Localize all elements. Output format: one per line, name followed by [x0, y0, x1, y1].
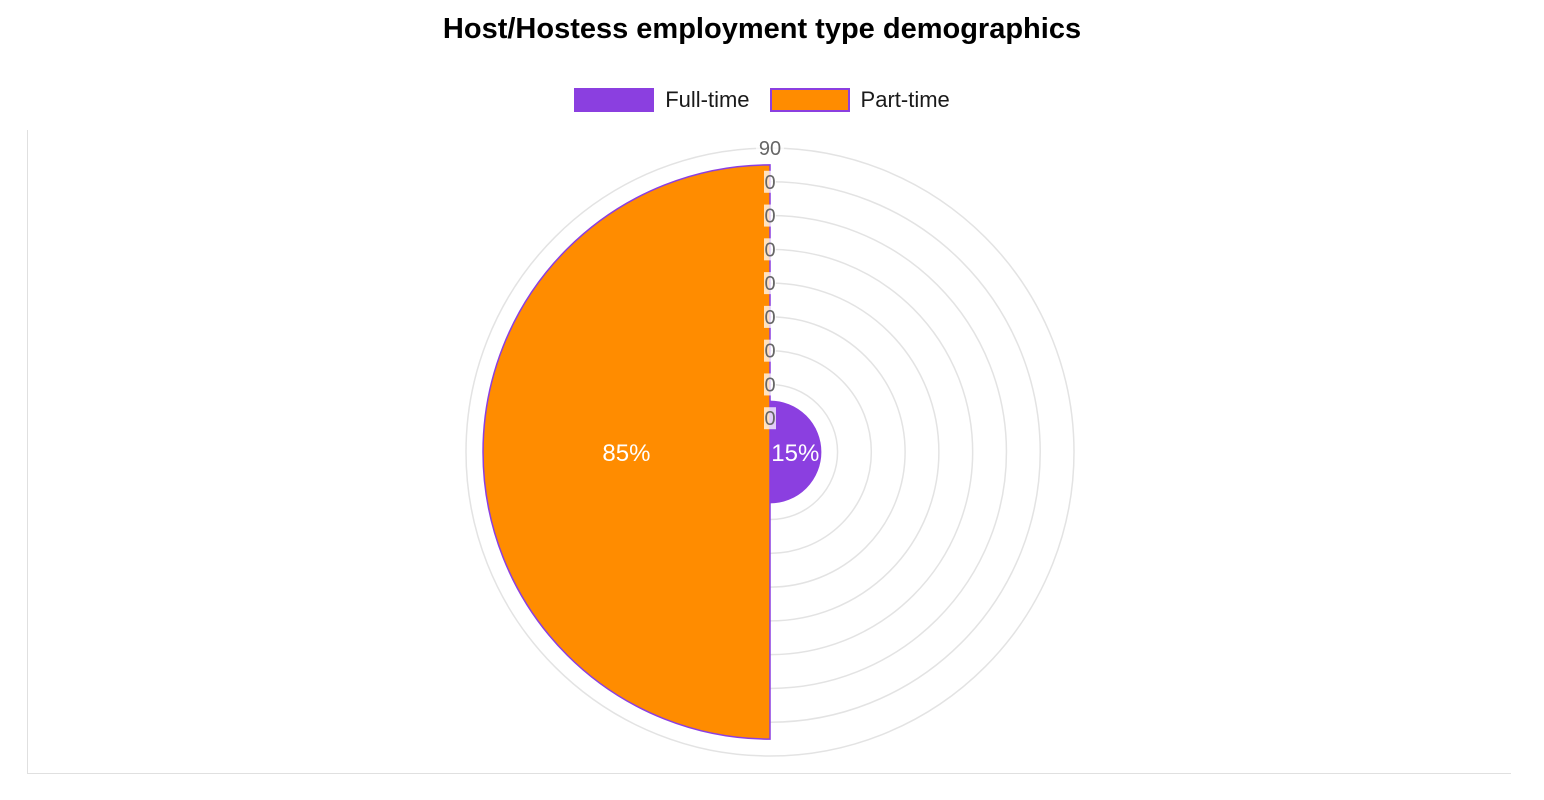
chart-legend: Full-time Part-time: [0, 85, 1524, 115]
value-label-full-time: 15%: [771, 440, 819, 467]
tick-label-30: 0: [764, 341, 775, 363]
chart-frame-left: [27, 130, 28, 774]
chart-frame-bottom: [27, 773, 1511, 774]
sector-part-time: [482, 164, 771, 740]
tick-label-70: 0: [764, 206, 775, 228]
tick-label-50: 0: [764, 273, 775, 295]
tick-label-40: 0: [764, 307, 775, 329]
tick-label-90: 90: [759, 138, 781, 160]
tick-label-bg-60: [764, 238, 776, 261]
sector-full-time: [769, 400, 822, 504]
tick-label-80: 0: [764, 172, 775, 194]
legend-item-full-time[interactable]: Full-time: [574, 85, 750, 115]
tick-label-bg-20: [764, 373, 776, 396]
chart-title: Host/Hostess employment type demographic…: [442, 13, 1082, 45]
tick-label-bg-40: [764, 305, 776, 328]
tick-label-bg-30: [764, 339, 776, 362]
tick-label-bg-70: [764, 204, 776, 227]
legend-item-part-time[interactable]: Part-time: [769, 85, 950, 115]
tick-label-bg-10: [764, 407, 776, 430]
legend-swatch-part-time: [769, 88, 850, 112]
tick-label-bg-90: [756, 137, 784, 159]
tick-label-bg-80: [764, 170, 776, 193]
tick-label-10: 0: [764, 408, 775, 430]
value-label-part-time: 85%: [602, 440, 650, 467]
legend-label-part-time: Part-time: [860, 87, 950, 112]
tick-label-20: 0: [764, 374, 775, 396]
legend-label-full-time: Full-time: [665, 87, 750, 112]
legend-swatch-full-time: [574, 88, 655, 112]
tick-label-bg-50: [764, 272, 776, 295]
tick-label-60: 0: [764, 239, 775, 261]
